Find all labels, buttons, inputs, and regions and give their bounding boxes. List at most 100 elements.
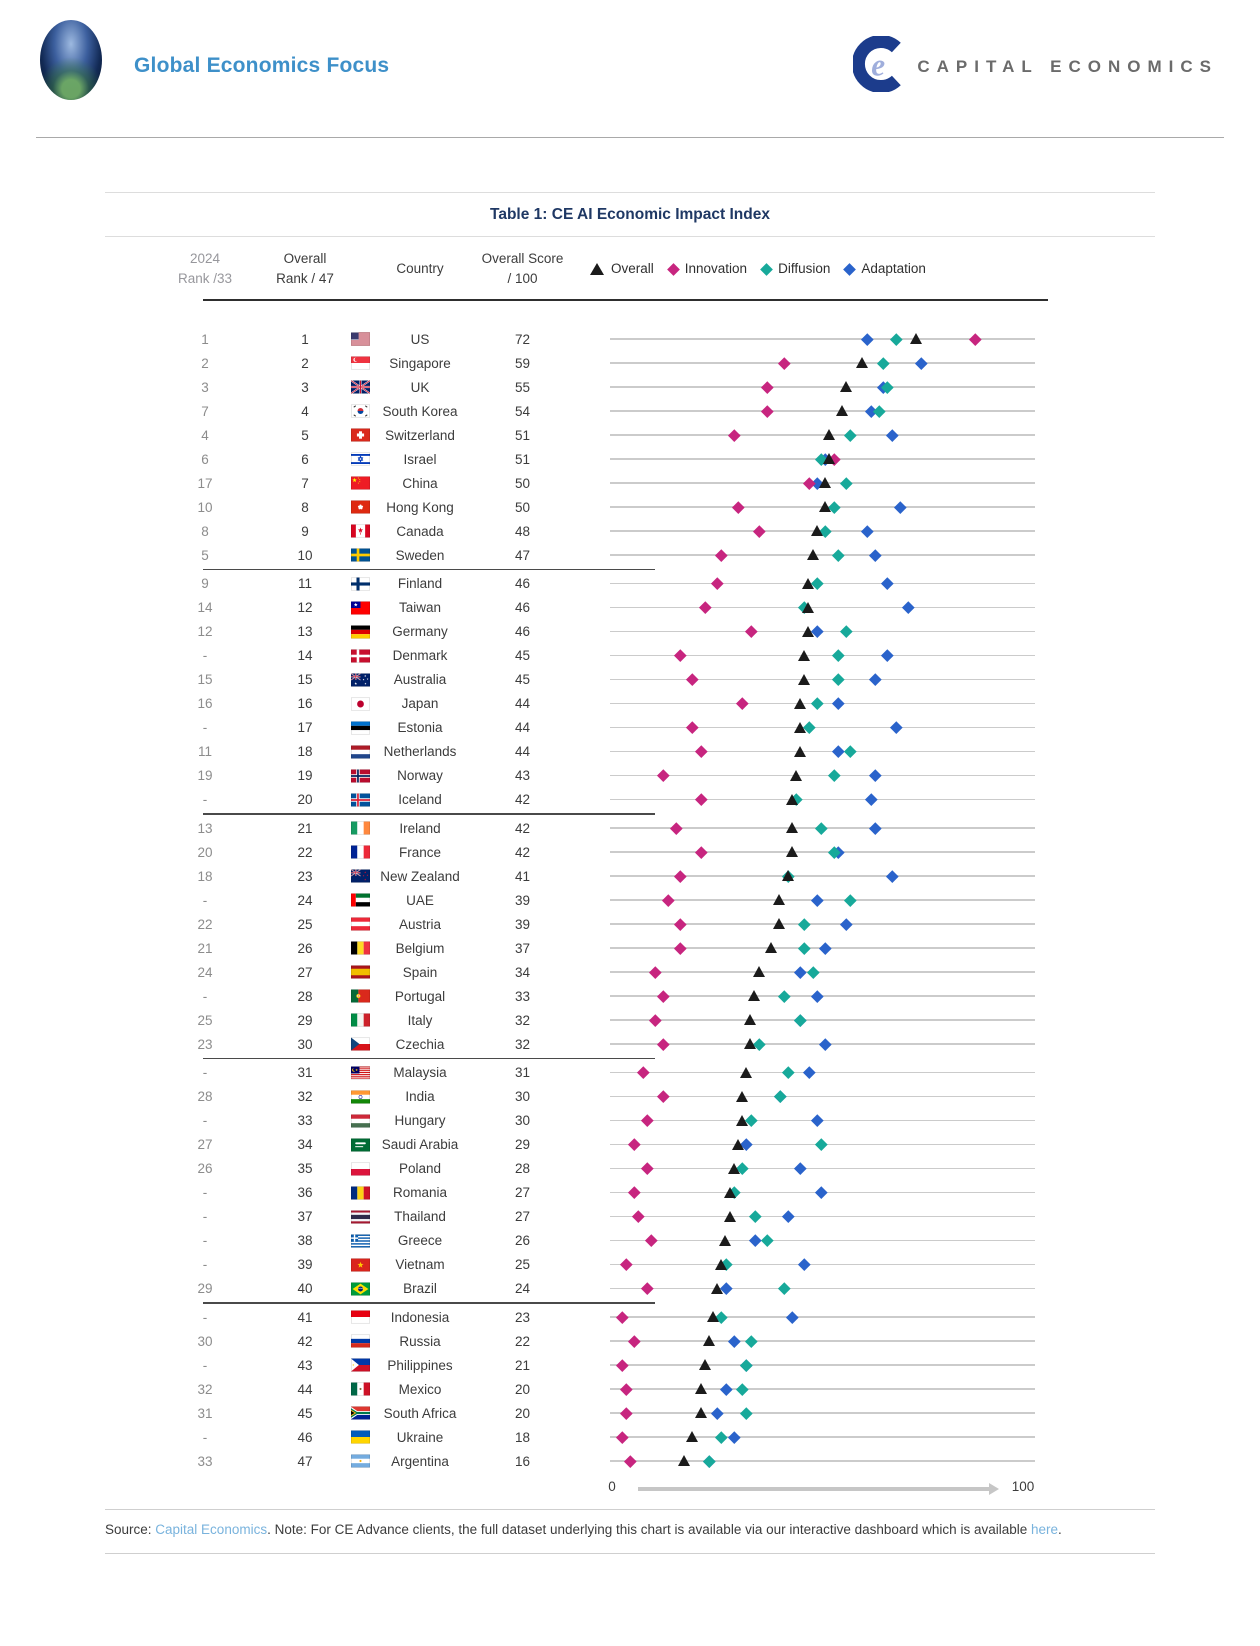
score-chart [610, 495, 1035, 519]
legend-label-innovation: Innovation [684, 261, 748, 277]
diffusion-marker [740, 1358, 753, 1372]
overall-marker [785, 793, 798, 805]
country-name: Japan [401, 696, 439, 711]
overall-marker [765, 942, 778, 954]
innovation-marker [636, 1066, 649, 1079]
rank-2024-cell: 23 [197, 1036, 213, 1052]
legend-label-adaptation: Adaptation [861, 261, 926, 277]
overall-score-cell: 32 [514, 1012, 531, 1028]
score-chart [610, 572, 1035, 596]
country-cell: Ireland [350, 821, 490, 836]
overall-score-cell: 27 [514, 1209, 531, 1224]
score-chart [610, 1401, 1035, 1425]
overall-score-cell: 45 [514, 672, 531, 687]
axis-min-label: 0 [608, 1479, 616, 1494]
rank-2024-cell: 31 [197, 1405, 213, 1421]
country-name: UAE [406, 892, 434, 908]
country-cell: Malaysia [350, 1065, 490, 1080]
innovation-marker [968, 332, 981, 346]
overall-score-cell: 20 [514, 1381, 531, 1397]
country-cell: Ukraine [350, 1430, 490, 1445]
flag-icon-no [351, 769, 370, 782]
overall-rank-cell: 30 [297, 1036, 313, 1052]
adaptation-marker [811, 893, 824, 907]
score-chart [610, 912, 1035, 936]
table-row: 7 4 South Korea 54 [105, 399, 1155, 423]
table-row: 10 8 Hong Kong 50 [105, 495, 1155, 519]
innovation-marker [732, 500, 745, 514]
country-name: Netherlands [383, 744, 457, 759]
flag-icon-vn [351, 1258, 370, 1271]
overall-rank-cell: 11 [297, 576, 312, 591]
country-name: Greece [397, 1233, 443, 1248]
country-name: Finland [397, 576, 443, 591]
overall-marker [727, 1162, 740, 1174]
publication-title: Global Economics Focus [134, 54, 390, 77]
country-name: Ireland [399, 820, 441, 836]
score-chart [610, 1032, 1035, 1056]
section-divider [203, 813, 655, 815]
diffusion-marker [798, 941, 811, 955]
country-name: Italy [407, 1012, 433, 1028]
content: Table 1: CE AI Economic Impact Index 20 2… [105, 192, 1155, 1555]
rank-2024-cell: 13 [197, 820, 213, 836]
overall-marker [723, 1186, 736, 1198]
overall-marker [740, 1066, 753, 1078]
overall-score-cell: 20 [514, 1405, 531, 1421]
overall-rank-cell: 41 [297, 1309, 313, 1325]
country-cell: Brazil [350, 1281, 490, 1296]
flag-icon-it [351, 1013, 370, 1027]
flag-icon-se [351, 548, 370, 562]
country-cell: Romania [350, 1185, 490, 1200]
table-row: 23 30 Czechia 32 [105, 1032, 1155, 1056]
flag-icon-de [351, 625, 370, 638]
source-label: Source: [105, 1522, 156, 1537]
overall-marker [823, 429, 836, 441]
country-name: Hong Kong [386, 499, 454, 515]
innovation-marker [616, 1430, 629, 1444]
rank-2024-cell: 22 [197, 916, 213, 932]
adaptation-marker [811, 989, 824, 1003]
overall-rank-cell: 44 [297, 1381, 313, 1397]
flag-icon-za [351, 1406, 370, 1420]
overall-rank-cell: 9 [301, 523, 309, 539]
country-cell: Singapore [350, 356, 490, 371]
table-row: - 43 Philippines 21 [105, 1353, 1155, 1377]
flag-icon-in [351, 1090, 370, 1103]
score-chart [610, 1229, 1035, 1253]
table-row: 13 21 Ireland 42 [105, 816, 1155, 840]
rank-2024-cell: - [202, 1429, 208, 1445]
overall-score-cell: 51 [514, 451, 531, 467]
rank-2024-cell: 4 [201, 427, 209, 443]
overall-marker [856, 357, 869, 369]
country-cell: Philippines [350, 1358, 490, 1373]
table-row: 14 12 Taiwan 46 [105, 596, 1155, 620]
table-row: 32 44 Mexico 20 [105, 1377, 1155, 1401]
score-chart [610, 716, 1035, 740]
rank-2024-cell: 25 [197, 1012, 213, 1028]
axis-arrow [638, 1483, 999, 1494]
table-title-bar: Table 1: CE AI Economic Impact Index [105, 192, 1155, 237]
flag-icon-hk [351, 500, 370, 514]
overall-score-cell: 42 [514, 844, 531, 860]
overall-score-cell: 24 [514, 1281, 531, 1296]
country-name: Mexico [398, 1381, 442, 1397]
diffusion-marker [815, 1138, 828, 1151]
score-chart [610, 1305, 1035, 1329]
table-row: 21 26 Belgium 37 [105, 936, 1155, 960]
table-row: 2 2 Singapore 59 [105, 351, 1155, 375]
table-row: 3 3 UK 55 [105, 375, 1155, 399]
country-cell: Italy [350, 1013, 490, 1028]
chart-gridline [610, 1436, 1035, 1438]
flag-icon-at [351, 917, 370, 931]
flag-icon-is [351, 793, 370, 806]
here-link[interactable]: here [1030, 1522, 1059, 1537]
overall-marker [719, 1234, 732, 1246]
overall-rank-cell: 3 [301, 379, 309, 395]
capital-economics-link[interactable]: Capital Economics [155, 1522, 268, 1537]
country-cell: UAE [350, 893, 490, 908]
table-row: 8 9 Canada 48 [105, 519, 1155, 543]
overall-rank-cell: 29 [297, 1012, 313, 1028]
country-name: France [398, 844, 442, 860]
table-row: - 46 Ukraine 18 [105, 1425, 1155, 1449]
